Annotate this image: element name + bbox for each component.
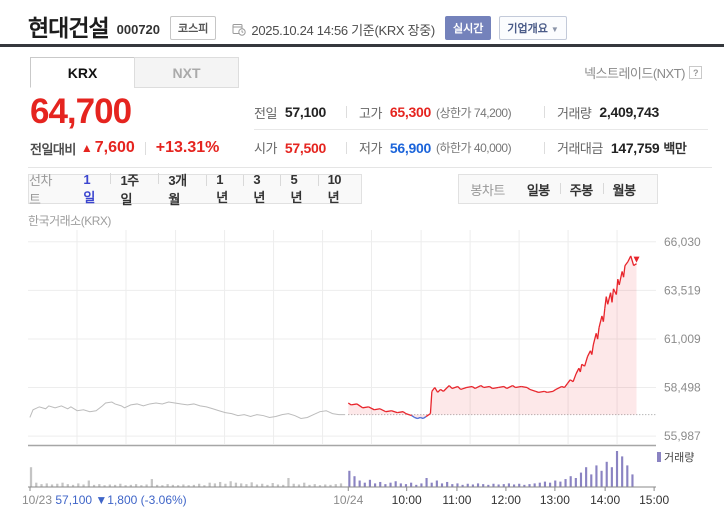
nxt-notice-label: 넥스트레이드(NXT) <box>584 66 685 81</box>
period-1year[interactable]: 1년 <box>206 172 243 206</box>
prev-close-value: 57,100 <box>284 104 326 120</box>
divider <box>346 141 347 154</box>
svg-text:10/23 57,100 ▼1,800 (-3.06%): 10/23 57,100 ▼1,800 (-3.06%) <box>22 493 187 507</box>
candle-daily[interactable]: 일봉 <box>526 182 550 198</box>
period-3year[interactable]: 3년 <box>243 172 280 206</box>
svg-text:10/24: 10/24 <box>333 493 363 507</box>
svg-text:11:00: 11:00 <box>442 493 471 507</box>
change-label: 전일대비 <box>30 141 76 157</box>
divider <box>544 141 545 154</box>
line-chart-period-bar: 선차트 1일 1주일 3개월 1년 3년 5년 10년 <box>28 172 362 207</box>
candle-chart-label: 봉차트 <box>470 182 505 198</box>
quote-datetime: 2025.10.24 14:56 기준(KRX 장중) <box>251 22 435 38</box>
low-value: 56,900 <box>389 139 431 156</box>
company-overview-button[interactable]: 기업개요 ▼ <box>499 16 567 40</box>
trade-value-label: 거래대금 <box>557 141 603 156</box>
high-label: 고가 <box>359 105 382 121</box>
candle-monthly[interactable]: 월봉 <box>602 180 646 199</box>
section-divider <box>28 167 712 168</box>
clock-icon <box>232 22 247 36</box>
market-badge: 코스피 <box>170 16 217 40</box>
svg-text:14:00: 14:00 <box>590 493 620 507</box>
change-percent: +13.31% <box>155 139 220 156</box>
line-chart-label: 선차트 <box>29 173 52 207</box>
table-row: 전일 57,100 고가 65,300 (상한가 74,200) 거래량 2,4… <box>254 95 708 130</box>
company-overview-label: 기업개요 <box>507 23 548 35</box>
low-label: 저가 <box>359 141 382 156</box>
chart-area: 66,030 63,519 61,009 58,498 55,987 거래량 10/24 10… <box>0 228 724 508</box>
price-details-table: 전일 57,100 고가 65,300 (상한가 74,200) 거래량 2,4… <box>254 95 708 165</box>
up-arrow-icon: ▲ <box>80 141 93 155</box>
table-row: 시가 57,500 저가 56,900 (하한가 40,000) 거래대금 14… <box>254 130 708 165</box>
stock-code: 000720 <box>116 21 161 37</box>
tab-nxt[interactable]: NXT <box>134 57 239 88</box>
svg-text:15:00: 15:00 <box>639 493 669 507</box>
svg-text:13:00: 13:00 <box>540 493 570 507</box>
tab-krx[interactable]: KRX <box>30 57 135 88</box>
period-3month[interactable]: 3개월 <box>158 170 206 208</box>
period-1day[interactable]: 1일 <box>83 172 95 205</box>
nxt-notice: 넥스트레이드(NXT) ? <box>584 63 702 82</box>
realtime-badge[interactable]: 실시간 <box>444 16 492 40</box>
volume-cell: 거래량 2,409,743 <box>544 103 708 122</box>
lower-limit: (하한가 40,000) <box>435 141 512 155</box>
current-price: 64,700 <box>30 92 132 131</box>
prev-close-cell: 전일 57,100 <box>254 103 346 122</box>
upper-limit: (상한가 74,200) <box>435 105 512 120</box>
svg-text:12:00: 12:00 <box>491 493 521 507</box>
header: 현대건설 000720 코스피 2025.10.24 14:56 기준(KRX … <box>28 9 716 43</box>
trade-value-value: 147,759 <box>610 139 660 156</box>
high-value: 65,300 <box>389 104 431 120</box>
svg-text:63,519: 63,519 <box>664 283 701 297</box>
change-value: 7,600 <box>94 139 135 156</box>
open-cell: 시가 57,500 <box>254 138 346 157</box>
divider <box>346 106 347 118</box>
trade-value-cell: 거래대금 147,759 백만 <box>544 138 708 157</box>
trade-value-unit: 백만 <box>663 141 687 156</box>
change-separator <box>144 141 146 155</box>
svg-text:55,987: 55,987 <box>664 429 701 443</box>
change-row: 전일대비 ▲ 7,600 +13.31% <box>30 139 219 158</box>
svg-text:66,030: 66,030 <box>664 235 701 249</box>
volume-label: 거래량 <box>557 105 592 121</box>
prev-close-label: 전일 <box>254 105 277 121</box>
period-10year[interactable]: 10년 <box>317 172 361 206</box>
svg-text:거래량: 거래량 <box>664 451 694 464</box>
high-cell: 고가 65,300 (상한가 74,200) <box>346 103 544 122</box>
price-volume-chart[interactable]: 66,030 63,519 61,009 58,498 55,987 거래량 10/24 10… <box>0 228 724 508</box>
low-cell: 저가 56,900 (하한가 40,000) <box>346 138 544 157</box>
header-divider <box>0 44 724 47</box>
stock-title: 현대건설 <box>28 15 110 41</box>
open-value: 57,500 <box>284 139 326 156</box>
help-icon[interactable]: ? <box>689 66 702 79</box>
candle-weekly[interactable]: 주봉 <box>559 180 603 199</box>
svg-text:10:00: 10:00 <box>392 493 422 507</box>
svg-text:61,009: 61,009 <box>664 332 701 346</box>
chevron-down-icon: ▼ <box>550 25 559 34</box>
candle-chart-period-bar: 봉차트 일봉 주봉 월봉 <box>458 174 658 204</box>
volume-value: 2,409,743 <box>599 104 659 120</box>
open-label: 시가 <box>254 141 277 156</box>
price-block: 64,700 전일대비 ▲ 7,600 +13.31% <box>30 92 219 158</box>
period-5year[interactable]: 5년 <box>280 172 317 206</box>
period-1week[interactable]: 1주일 <box>110 170 158 208</box>
divider <box>544 106 545 118</box>
svg-text:58,498: 58,498 <box>664 381 701 395</box>
chart-source-label: 한국거래소(KRX) <box>28 214 111 228</box>
